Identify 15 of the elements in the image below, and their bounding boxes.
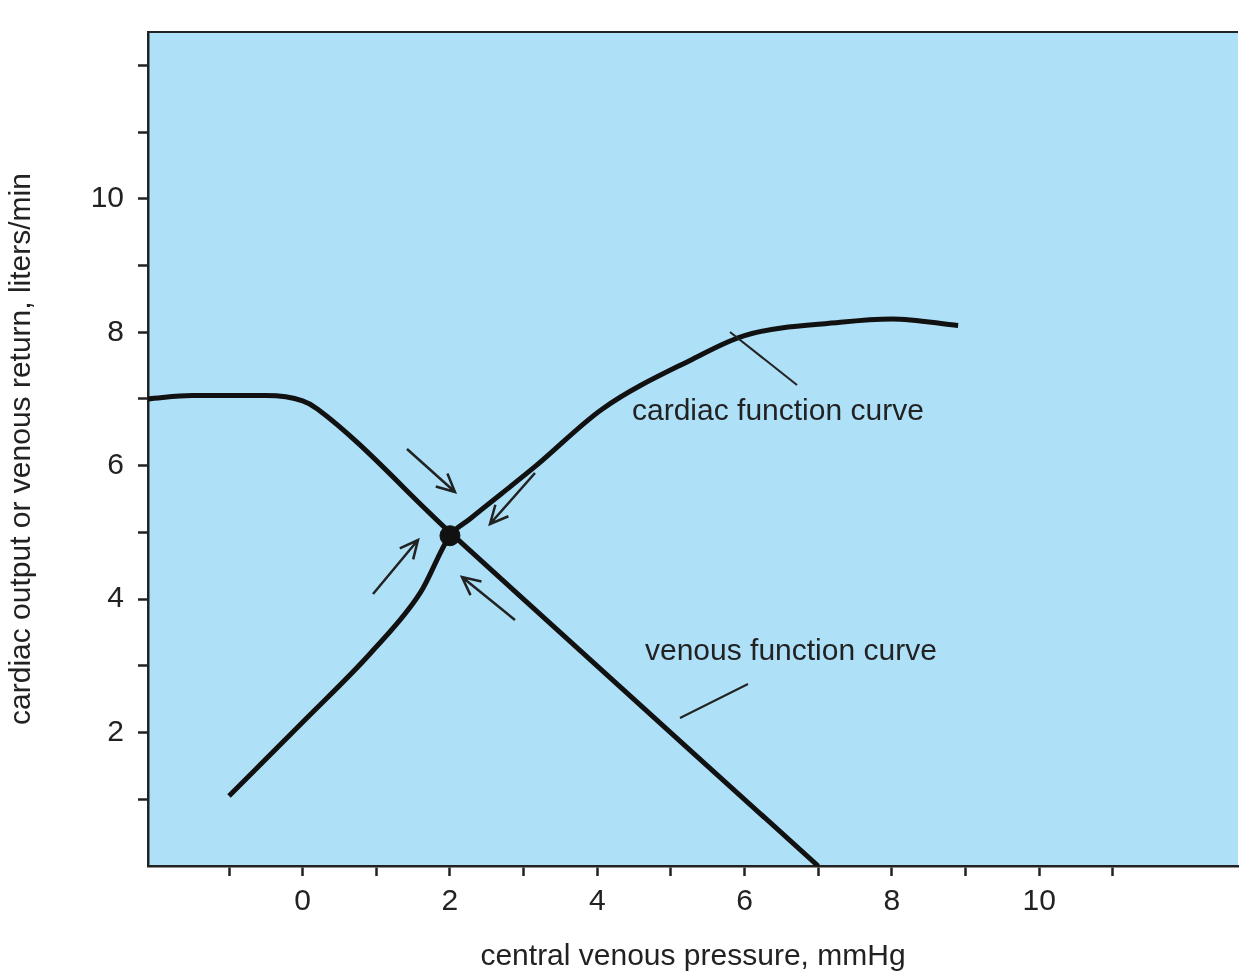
x-tick-label: 4 [588, 883, 606, 917]
y-tick-label: 4 [107, 580, 124, 614]
x-tick-label: 6 [736, 883, 753, 917]
y-tick-label: 8 [107, 313, 124, 347]
x-tick-label: 2 [441, 883, 459, 917]
y-tick-label: 2 [107, 713, 124, 747]
series-label: venous function curve [645, 633, 937, 667]
y-axis-title: cardiac output or venous return, liters/min [3, 173, 37, 725]
y-tick-label: 10 [90, 180, 124, 214]
x-tick-label: 8 [883, 883, 901, 917]
x-tick-label: 0 [294, 883, 312, 917]
series-label: cardiac function curve [632, 393, 924, 427]
x-tick-label: 10 [1022, 883, 1056, 917]
y-tick-label: 6 [107, 446, 124, 480]
x-axis-title: central venous pressure, mmHg [480, 938, 906, 972]
